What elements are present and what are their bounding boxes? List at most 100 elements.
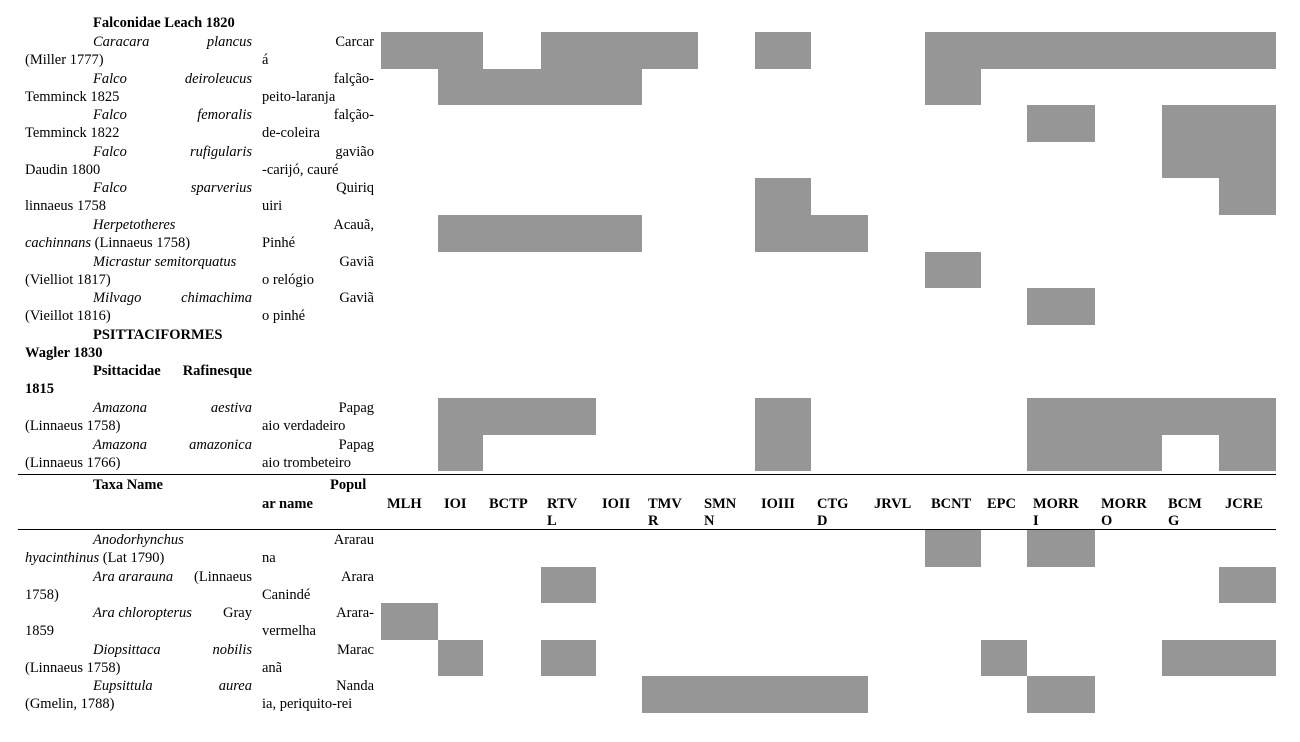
popular-name-2: na xyxy=(262,549,276,567)
popular-header-line1: Popul xyxy=(330,476,366,494)
presence-cell xyxy=(925,252,981,288)
site-header-smnn: N xyxy=(704,512,714,530)
species-name: Ara ararauna (Linnaeus xyxy=(93,568,252,586)
popular-name-1: Papag xyxy=(262,399,374,417)
popular-name-part: uiri xyxy=(262,198,283,214)
popular-name-part: Papag xyxy=(338,400,374,416)
author: (Gmelin, 1788) xyxy=(25,696,115,712)
epithet: cachinnans xyxy=(25,235,92,251)
presence-cell xyxy=(1219,105,1276,142)
popular-name-part: Canindé xyxy=(262,587,311,603)
species-author: linnaeus 1758 xyxy=(25,197,106,215)
presence-cell xyxy=(698,676,755,713)
popular-name-part: -carijó, cauré xyxy=(262,162,339,178)
popular-name-2: uiri xyxy=(262,197,282,215)
popular-name-2: á xyxy=(262,51,268,69)
popular-name-part: aio trombeteiro xyxy=(262,455,351,471)
presence-cell xyxy=(483,215,541,252)
popular-name-part: Acauã, xyxy=(333,217,374,233)
popular-name-part: aio verdadeiro xyxy=(262,418,346,434)
presence-cell xyxy=(483,398,541,435)
site-header-rtvl: RTV xyxy=(547,495,577,513)
popular-name-part: anã xyxy=(262,660,283,676)
species-author: hyacinthinus (Lat 1790) xyxy=(25,549,164,567)
popular-name-part: de-coleira xyxy=(262,125,320,141)
site-header-text: O xyxy=(1101,513,1113,529)
header-bottom-rule xyxy=(18,529,1276,530)
popular-name-part: Papag xyxy=(338,437,374,453)
popular-name-2: o relógio xyxy=(262,271,314,289)
site-header-text: EPC xyxy=(987,496,1016,512)
site-header-text: RTV xyxy=(547,496,578,512)
presence-cell xyxy=(1162,398,1219,435)
author-year: 1859 xyxy=(25,623,54,639)
site-header-bcnt: BCNT xyxy=(931,495,971,513)
species-author: (Linnaeus 1758) xyxy=(25,417,120,435)
family-heading: Falconidae Leach 1820 xyxy=(93,14,235,32)
site-header-morro: MORR xyxy=(1101,495,1147,513)
presence-cell xyxy=(1162,142,1219,178)
binomial: Ara chloropterus xyxy=(93,605,192,621)
author: (Linnaeus 1758) xyxy=(91,235,191,251)
genus: Caracara xyxy=(93,34,150,50)
epithet: deiroleucus xyxy=(184,71,252,87)
genus: Falco xyxy=(93,107,127,123)
popular-name-part: Gaviã xyxy=(339,290,374,306)
presence-cell xyxy=(438,398,483,435)
epithet: plancus xyxy=(206,34,252,50)
species-name: Diopsittaca nobilis xyxy=(93,641,252,659)
site-header-text: MLH xyxy=(387,496,422,512)
presence-cell xyxy=(596,32,642,69)
popular-name-part: Carcar xyxy=(335,34,374,50)
site-header-mlh: MLH xyxy=(387,495,422,513)
popular-name-2: -carijó, cauré xyxy=(262,161,338,179)
genus: Falco xyxy=(93,71,127,87)
presence-cell xyxy=(981,640,1027,676)
order-heading: PSITTACIFORMES xyxy=(93,326,222,344)
epithet: sparverius xyxy=(190,180,252,196)
binomial: Ara ararauna xyxy=(93,569,174,585)
presence-cell xyxy=(1162,640,1219,676)
presence-cell xyxy=(438,32,483,69)
presence-cell xyxy=(811,676,868,713)
species-name: Anodorhynchus xyxy=(93,531,184,549)
author: linnaeus 1758 xyxy=(25,198,106,214)
author: (Linnaeus 1766) xyxy=(25,455,121,471)
presence-cell xyxy=(1219,32,1276,69)
species-name: Caracara plancus xyxy=(93,33,252,51)
family-title: Falconidae Leach 1820 xyxy=(93,15,235,31)
site-header-text: IOII xyxy=(602,496,631,512)
genus: Amazona xyxy=(93,400,147,416)
popular-name-1: Gaviã xyxy=(262,289,374,307)
species-name: Eupsittula aurea xyxy=(93,677,252,695)
order-name: PSITTACIFORMES xyxy=(93,327,223,343)
presence-cell xyxy=(1162,105,1219,142)
species-author: Daudin 1800 xyxy=(25,161,100,179)
presence-cell xyxy=(541,640,596,676)
popular-name-part: Arara- xyxy=(336,605,374,621)
presence-cell xyxy=(1219,567,1276,603)
author: Daudin 1800 xyxy=(25,162,101,178)
popular-name-part: peito-laranja xyxy=(262,89,336,105)
species-author: 1859 xyxy=(25,622,54,640)
site-header-tmvr: R xyxy=(648,512,658,530)
site-header-bcmg: BCM xyxy=(1168,495,1202,513)
site-header-text: JRVL xyxy=(874,496,912,512)
popular-name-1: Quiriq xyxy=(262,179,374,197)
presence-cell xyxy=(483,69,541,105)
presence-cell xyxy=(438,215,483,252)
presence-cell xyxy=(981,32,1027,69)
popular-header-line2: ar name xyxy=(262,495,313,513)
popular-name-1: Marac xyxy=(262,641,374,659)
popular-name-2: anã xyxy=(262,659,282,677)
presence-cell xyxy=(381,32,438,69)
genus: Diopsittaca xyxy=(93,642,161,658)
presence-cell xyxy=(642,676,698,713)
presence-cell xyxy=(1219,640,1276,676)
family-year-text: 1815 xyxy=(25,381,54,397)
site-header-text: I xyxy=(1033,513,1039,529)
site-header-text: CTG xyxy=(817,496,849,512)
epithet: chimachima xyxy=(181,290,252,306)
presence-cell xyxy=(925,530,981,567)
site-header-text: BCTP xyxy=(489,496,528,512)
